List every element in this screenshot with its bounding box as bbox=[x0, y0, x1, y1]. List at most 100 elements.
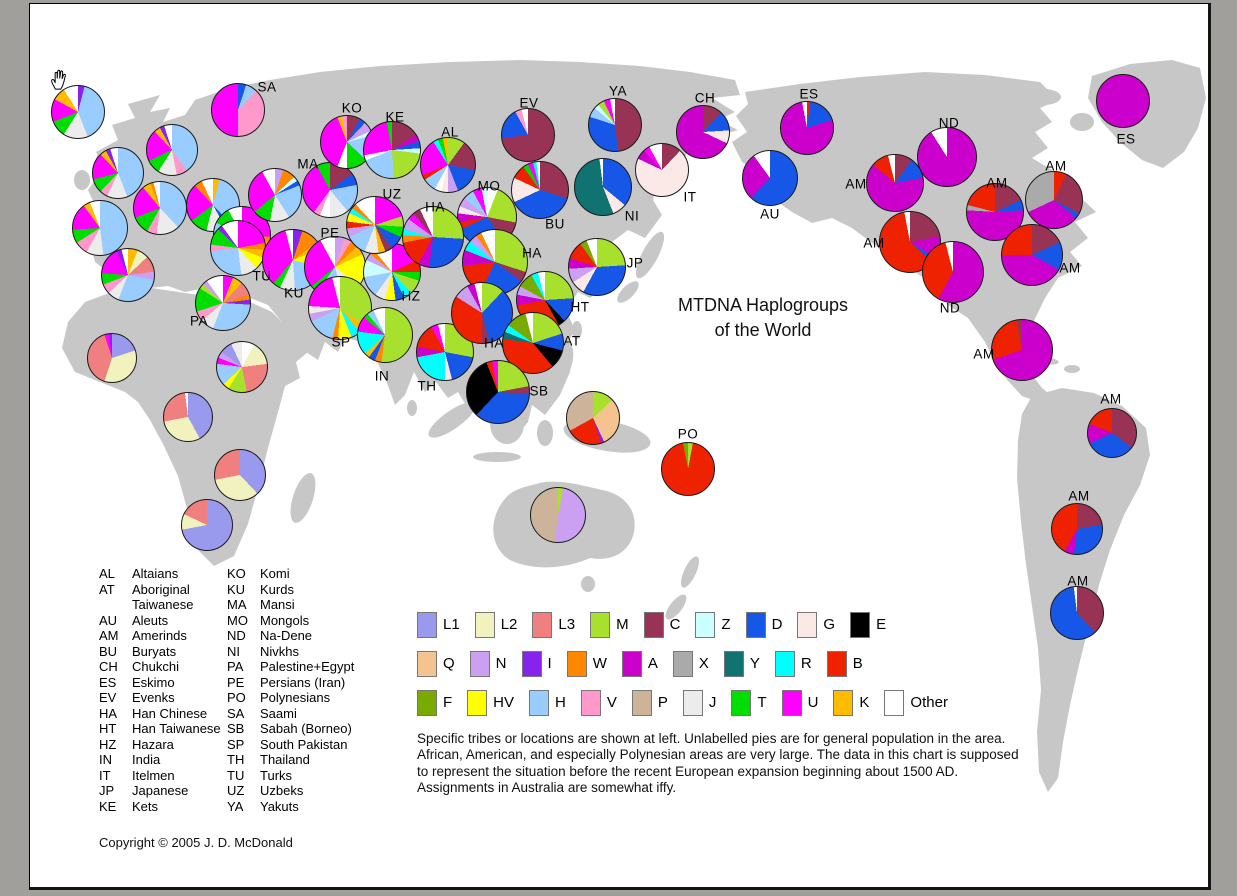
pie-label-HA: HA bbox=[484, 335, 504, 351]
abbrev-entry-ND: ND Na-Dene bbox=[227, 628, 377, 644]
legend-swatch-L1 bbox=[417, 611, 437, 638]
legend-label-Q: Q bbox=[443, 655, 455, 672]
legend-swatch-I bbox=[521, 650, 542, 677]
notes-line-1: Specific tribes or locations are shown a… bbox=[417, 731, 1006, 746]
pie-JP-30 bbox=[568, 238, 626, 296]
abbrev-entry-JP: JP Japanese bbox=[99, 783, 227, 799]
legend-label-E: E bbox=[876, 616, 887, 633]
abbrev-code: ND bbox=[227, 628, 246, 643]
abbrev-entry-MO: MO Mongols bbox=[227, 613, 377, 629]
pie-label-KO: KO bbox=[341, 100, 363, 116]
abbrev-entry-KU: KU Kurds bbox=[227, 582, 377, 598]
legend-label-I: I bbox=[547, 655, 552, 672]
legend-item-C: C bbox=[643, 611, 681, 638]
abbrev-name: South Pakistan bbox=[260, 736, 348, 752]
pie-label-AM: AM bbox=[1059, 260, 1081, 276]
abbrev-entry-IT: IT Itelmen bbox=[99, 768, 227, 784]
legend-label-HV: HV bbox=[493, 694, 515, 711]
pie-AL-21 bbox=[420, 137, 476, 193]
pie-label-AL: AL bbox=[441, 124, 459, 140]
pie-label-AM: AM bbox=[1067, 573, 1089, 589]
pie-ND-47 bbox=[917, 127, 977, 187]
legend-item-L2: L2 bbox=[474, 611, 517, 638]
abbrev-entry-SB: SB Sabah (Borneo) bbox=[227, 721, 377, 737]
abbrev-name: Altaians bbox=[132, 566, 179, 581]
abbrev-entry-NI: NI Nivkhs bbox=[227, 644, 377, 660]
legend-label-V: V bbox=[606, 694, 617, 711]
pie-unlabeled-4 bbox=[72, 200, 128, 256]
abbrev-name: Han Chinese bbox=[132, 705, 208, 721]
pie-label-ES: ES bbox=[1116, 131, 1136, 147]
legend-item-V: V bbox=[580, 689, 617, 716]
legend-label-B: B bbox=[852, 655, 863, 672]
legend-label-W: W bbox=[592, 655, 607, 672]
pie-IN-18 bbox=[357, 307, 413, 363]
legend-item-I: I bbox=[521, 650, 552, 677]
legend-label-G: G bbox=[823, 616, 836, 633]
legend-row-1: L1 L2 L3 M C Z D G E bbox=[417, 611, 963, 638]
abbrev-code: TU bbox=[227, 767, 245, 783]
abbrev-code: SA bbox=[227, 705, 245, 721]
pie-UZ-22 bbox=[346, 196, 404, 254]
abbrev-name: Na-Dene bbox=[260, 628, 313, 643]
abbrev-column1: AL Altaians AT Aboriginal Taiwanese AU Aleuts… bbox=[99, 566, 227, 814]
legend-item-Y: Y bbox=[723, 650, 760, 677]
legend-item-M: M bbox=[590, 611, 629, 638]
pie-unlabeled-11 bbox=[101, 248, 155, 302]
legend-item-A: A bbox=[621, 650, 658, 677]
legend-swatch-N bbox=[469, 650, 490, 677]
legend-label-P: P bbox=[657, 694, 668, 711]
abbrev-name: Chukchi bbox=[132, 659, 179, 674]
hand-cursor-icon bbox=[51, 69, 66, 90]
abbrev-code: AL bbox=[99, 566, 115, 581]
abbrev-code: AM bbox=[99, 628, 119, 643]
pie-unlabeled-41 bbox=[214, 449, 266, 501]
pie-label-ND: ND bbox=[938, 115, 960, 131]
abbrev-code: HZ bbox=[99, 736, 117, 752]
legend-label-C: C bbox=[669, 616, 681, 633]
legend-swatch-W bbox=[566, 650, 587, 677]
abbrev-code: AT bbox=[99, 581, 115, 597]
abbrev-entry-TU: TU Turks bbox=[227, 768, 377, 784]
pie-label-AM: AM bbox=[1045, 158, 1067, 174]
legend-label-K: K bbox=[859, 694, 870, 711]
abbrev-name: Saami bbox=[260, 705, 297, 721]
abbrev-entry-ES: ES Eskimo bbox=[99, 675, 227, 691]
legend-item-E: E bbox=[850, 611, 887, 638]
abbrev-entry-AU: AU Aleuts bbox=[99, 613, 227, 629]
legend-item-D: D bbox=[745, 611, 782, 638]
abbrev-name: Thailand bbox=[260, 752, 310, 767]
pie-label-AM: AM bbox=[845, 176, 867, 192]
abbrev-entry-YA: YA Yakuts bbox=[227, 799, 377, 815]
legend-swatch-X bbox=[672, 650, 693, 677]
legend-item-L1: L1 bbox=[417, 611, 460, 638]
pie-label-BU: BU bbox=[545, 216, 565, 232]
pie-CH-43 bbox=[676, 105, 730, 159]
abbreviation-list: AL Altaians AT Aboriginal Taiwanese AU Aleuts… bbox=[99, 566, 377, 814]
pie-AU-46 bbox=[742, 150, 798, 206]
pie-label-AM: AM bbox=[1068, 488, 1090, 504]
pie-label-PO: PO bbox=[677, 426, 699, 442]
legend-swatch-L3 bbox=[532, 611, 553, 638]
pie-label-AM: AM bbox=[863, 235, 885, 251]
abbrev-code: NI bbox=[227, 643, 240, 659]
pie-HA-28 bbox=[402, 206, 464, 268]
legend-label-Y: Y bbox=[749, 655, 760, 672]
pie-label-MA: MA bbox=[297, 156, 319, 172]
abbrev-name: Sabah (Borneo) bbox=[260, 721, 352, 736]
pie-label-CH: CH bbox=[694, 90, 716, 106]
abbrev-code: IN bbox=[99, 752, 112, 767]
abbrev-code: AU bbox=[99, 612, 118, 628]
chart-title-line2: of the World bbox=[714, 320, 812, 340]
abbrev-name: Kurds bbox=[260, 581, 294, 597]
abbrev-entry-KE: KE Kets bbox=[99, 799, 227, 815]
pie-IT-44 bbox=[635, 143, 689, 197]
legend-swatch-A bbox=[621, 650, 642, 677]
pie-AM-54 bbox=[991, 319, 1053, 381]
pie-label-TU: TU bbox=[252, 268, 272, 284]
abbrev-name: Aboriginal Taiwanese bbox=[132, 581, 194, 613]
notes-line-2: African, American, and especially Polyne… bbox=[417, 747, 1019, 763]
legend-swatch-H bbox=[529, 689, 550, 716]
legend-label-Z: Z bbox=[721, 616, 731, 633]
